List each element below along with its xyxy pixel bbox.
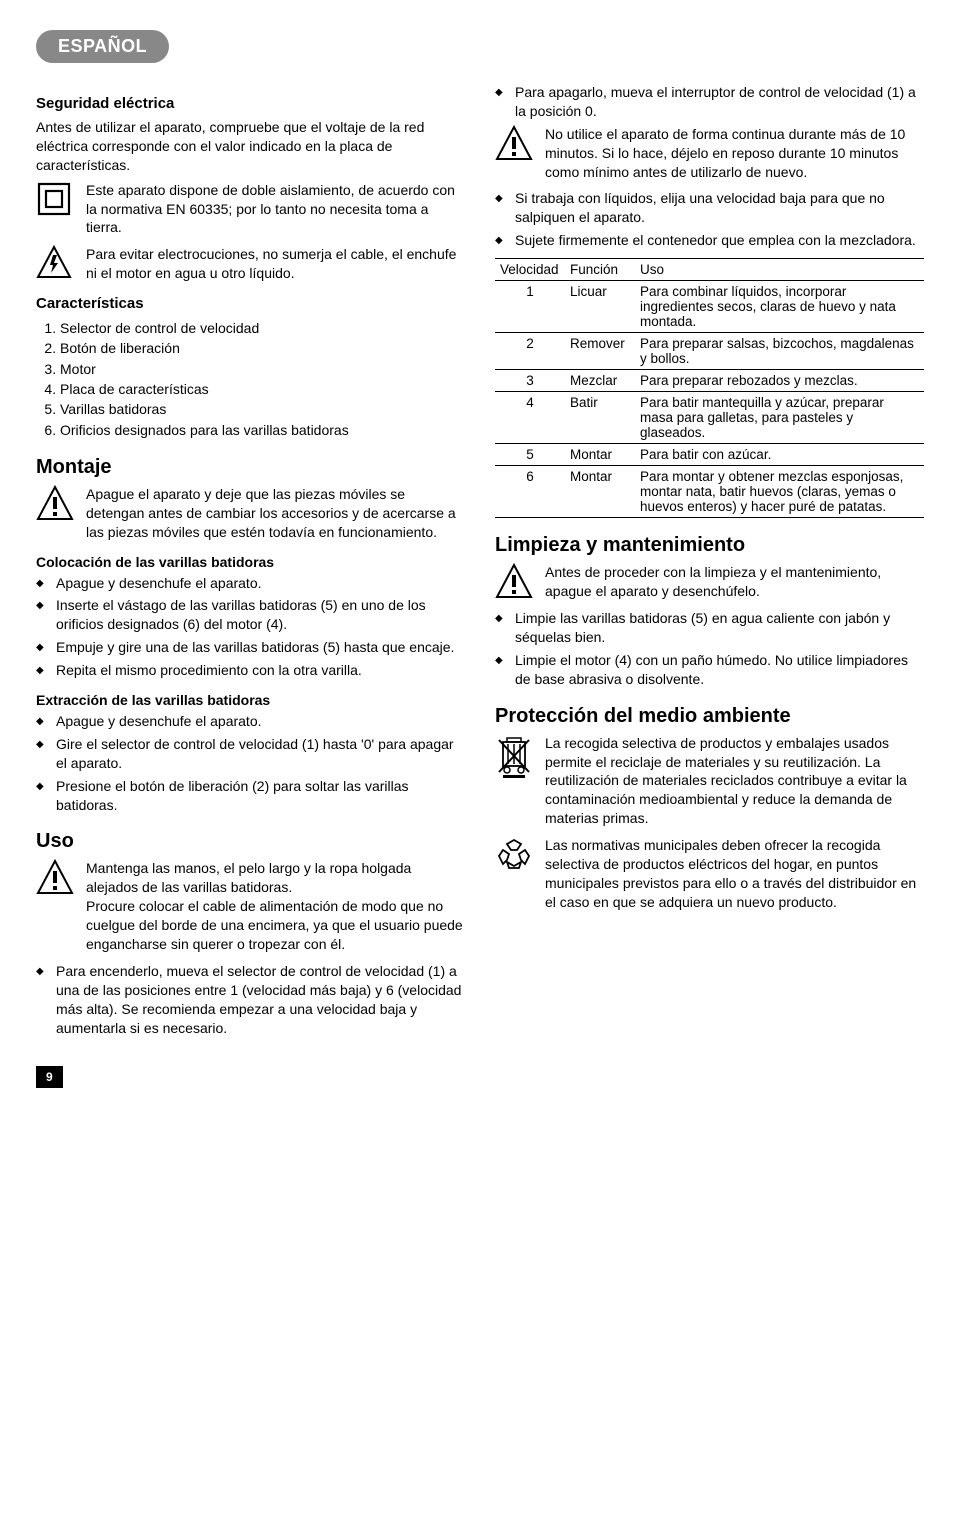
list-item: Apague y desenchufe el aparato.	[36, 574, 465, 593]
table-cell: Para batir con azúcar.	[635, 444, 924, 466]
table-cell: 6	[495, 466, 565, 518]
list-item: Selector de control de velocidad	[60, 318, 465, 338]
warning-icon	[495, 563, 533, 601]
use-warning-2: Procure colocar el cable de alimentación…	[86, 897, 465, 954]
shock-warning-icon	[36, 245, 74, 281]
table-cell: Mezclar	[565, 370, 635, 392]
table-cell: Para preparar rebozados y mezclas.	[635, 370, 924, 392]
list-item: Empuje y gire una de las varillas batido…	[36, 638, 465, 657]
speed-table: VelocidadFunciónUso 1LicuarPara combinar…	[495, 258, 924, 518]
remove-heading: Extracción de las varillas batidoras	[36, 692, 465, 708]
table-cell: Montar	[565, 466, 635, 518]
th-use: Uso	[635, 259, 924, 281]
use-warning-1: Mantenga las manos, el pelo largo y la r…	[86, 859, 465, 897]
table-cell: 2	[495, 333, 565, 370]
use-warning-3: No utilice el aparato de forma continua …	[545, 125, 924, 182]
table-cell: Para montar y obtener mezclas esponjosas…	[635, 466, 924, 518]
list-item: Sujete firmemente el contenedor que empl…	[495, 231, 924, 250]
recycle-icon	[495, 836, 533, 874]
list-item: Presione el botón de liberación (2) para…	[36, 777, 465, 815]
double-insulation-text: Este aparato dispone de doble aislamient…	[86, 181, 465, 238]
right-column: Para apagarlo, mueva el interruptor de c…	[495, 83, 924, 1042]
table-cell: Remover	[565, 333, 635, 370]
list-item: Varillas batidoras	[60, 399, 465, 419]
warning-icon	[36, 485, 74, 523]
use-list-2: Para apagarlo, mueva el interruptor de c…	[495, 83, 924, 121]
table-cell: Para preparar salsas, bizcochos, magdale…	[635, 333, 924, 370]
list-item: Inserte el vástago de las varillas batid…	[36, 596, 465, 634]
list-item: Limpie las varillas batidoras (5) en agu…	[495, 609, 924, 647]
assembly-warning: Apague el aparato y deje que las piezas …	[86, 485, 465, 542]
table-cell: Montar	[565, 444, 635, 466]
shock-warning-text: Para evitar electrocuciones, no sumerja …	[86, 245, 465, 283]
safety-heading: Seguridad eléctrica	[36, 95, 465, 112]
list-item: Placa de características	[60, 379, 465, 399]
table-cell: 3	[495, 370, 565, 392]
cleaning-heading: Limpieza y mantenimiento	[495, 534, 924, 557]
cleaning-warning: Antes de proceder con la limpieza y el m…	[545, 563, 924, 601]
features-list: Selector de control de velocidad Botón d…	[36, 318, 465, 440]
list-item: Apague y desenchufe el aparato.	[36, 712, 465, 731]
insert-list: Apague y desenchufe el aparato. Inserte …	[36, 574, 465, 680]
warning-icon	[495, 125, 533, 163]
insert-heading: Colocación de las varillas batidoras	[36, 554, 465, 570]
list-item: Limpie el motor (4) con un paño húmedo. …	[495, 651, 924, 689]
list-item: Gire el selector de control de velocidad…	[36, 735, 465, 773]
environment-heading: Protección del medio ambiente	[495, 705, 924, 728]
list-item: Repita el mismo procedimiento con la otr…	[36, 661, 465, 680]
th-speed: Velocidad	[495, 259, 565, 281]
double-insulation-icon	[36, 181, 74, 217]
assembly-heading: Montaje	[36, 456, 465, 479]
use-heading: Uso	[36, 830, 465, 853]
table-cell: Para batir mantequilla y azúcar, prepara…	[635, 392, 924, 444]
environment-text-1: La recogida selectiva de productos y emb…	[545, 734, 924, 828]
list-item: Si trabaja con líquidos, elija una veloc…	[495, 189, 924, 227]
left-column: Seguridad eléctrica Antes de utilizar el…	[36, 83, 465, 1042]
remove-list: Apague y desenchufe el aparato. Gire el …	[36, 712, 465, 814]
table-cell: Para combinar líquidos, incorporar ingre…	[635, 281, 924, 333]
table-cell: 5	[495, 444, 565, 466]
list-item: Botón de liberación	[60, 338, 465, 358]
use-list: Para encenderlo, mueva el selector de co…	[36, 962, 465, 1038]
safety-intro: Antes de utilizar el aparato, compruebe …	[36, 118, 465, 175]
th-function: Función	[565, 259, 635, 281]
cleaning-list: Limpie las varillas batidoras (5) en agu…	[495, 609, 924, 689]
warning-icon	[36, 859, 74, 897]
use-list-3: Si trabaja con líquidos, elija una veloc…	[495, 189, 924, 250]
table-cell: Batir	[565, 392, 635, 444]
list-item: Para encenderlo, mueva el selector de co…	[36, 962, 465, 1038]
page-number: 9	[36, 1066, 63, 1088]
table-cell: 1	[495, 281, 565, 333]
weee-icon	[495, 734, 533, 778]
list-item: Para apagarlo, mueva el interruptor de c…	[495, 83, 924, 121]
language-tab: ESPAÑOL	[36, 30, 169, 63]
list-item: Motor	[60, 359, 465, 379]
table-cell: 4	[495, 392, 565, 444]
list-item: Orificios designados para las varillas b…	[60, 420, 465, 440]
features-heading: Características	[36, 295, 465, 312]
table-cell: Licuar	[565, 281, 635, 333]
environment-text-2: Las normativas municipales deben ofrecer…	[545, 836, 924, 912]
